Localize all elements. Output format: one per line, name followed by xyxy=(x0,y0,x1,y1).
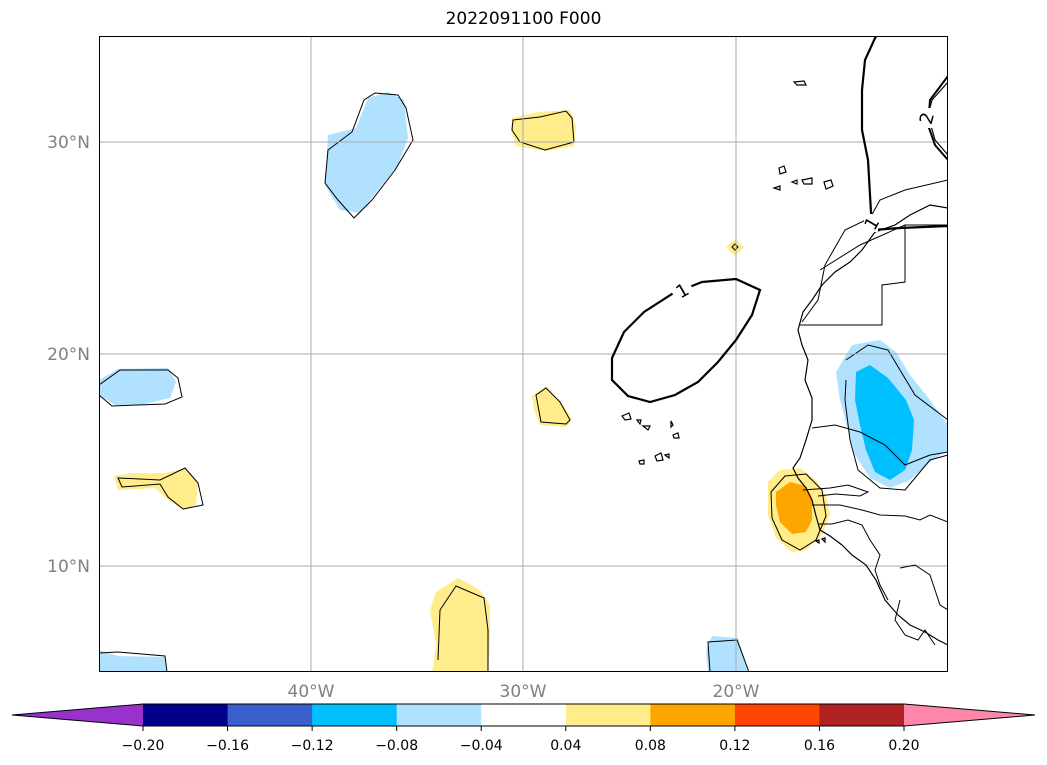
colorbar-over-extension xyxy=(904,704,1035,726)
positive-anomaly-region xyxy=(532,386,572,427)
colorbar-segment xyxy=(481,704,567,726)
island xyxy=(621,412,632,421)
anomaly-outline xyxy=(770,473,827,551)
colorbar-segment xyxy=(312,704,398,726)
negative-anomaly-region xyxy=(99,368,176,405)
map-frame xyxy=(99,36,948,672)
colorbar-tick-label: 0.04 xyxy=(550,738,581,754)
anomaly-outline xyxy=(117,467,204,510)
anomaly-outline xyxy=(535,387,571,425)
country-border xyxy=(800,179,948,646)
island xyxy=(790,179,798,185)
island xyxy=(670,420,674,429)
colorbar-segment xyxy=(734,704,820,726)
lat-label-30n: 30°N xyxy=(47,133,90,153)
colorbar-tick-label: −0.12 xyxy=(291,738,334,754)
positive-anomaly-region xyxy=(511,110,576,151)
anomaly-outlines xyxy=(99,92,948,672)
colorbar-segment xyxy=(396,704,482,726)
anomaly-outline xyxy=(844,344,948,491)
anomaly-outline xyxy=(324,92,414,219)
island xyxy=(823,179,834,190)
positive-anomaly-region xyxy=(430,578,490,672)
island xyxy=(635,419,642,426)
strong-positive-anomaly-region xyxy=(776,482,812,534)
island xyxy=(772,185,781,191)
anomaly-outline xyxy=(99,651,168,672)
colorbar-tick-label: −0.16 xyxy=(206,738,249,754)
lon-label-40w: 40°W xyxy=(288,682,335,702)
map-title: 2022091100 F000 xyxy=(445,9,602,29)
contour-1-closed xyxy=(610,277,762,404)
island xyxy=(814,537,826,545)
colorbar-tick-label: 0.16 xyxy=(804,738,835,754)
colorbar-tick-label: −0.20 xyxy=(122,738,165,754)
colorbar-tick-label: 0.12 xyxy=(719,738,750,754)
colorbar-tick-label: 0.08 xyxy=(635,738,666,754)
colorbar-segment xyxy=(143,704,229,726)
lat-label-20n: 20°N xyxy=(47,345,90,365)
anomaly-outline xyxy=(99,369,183,407)
island xyxy=(672,432,680,439)
island xyxy=(801,177,813,185)
island xyxy=(778,165,787,175)
anomaly-outline xyxy=(731,243,739,251)
contour-label-bg xyxy=(918,108,934,128)
colorbar-tick-label: −0.04 xyxy=(460,738,503,754)
island xyxy=(654,452,664,462)
colorbar-segment xyxy=(227,704,313,726)
negative-anomaly-region xyxy=(706,636,748,672)
negative-anomaly-region xyxy=(99,650,167,672)
colorbar-segment xyxy=(650,704,736,726)
gridlines xyxy=(99,36,948,672)
colorbar: −0.20 −0.16 −0.12 −0.08 −0.04 0.04 0.08 0.12 0.1… xyxy=(11,703,1036,754)
positive-anomaly-region xyxy=(726,239,744,256)
colorbar-segment xyxy=(819,704,905,726)
island xyxy=(792,80,807,86)
coastlines xyxy=(621,80,948,646)
shaded-regions xyxy=(99,92,948,672)
anomaly-outline xyxy=(437,585,489,672)
colorbar-tick-label: −0.08 xyxy=(375,738,418,754)
map-panel: 1 1 2 xyxy=(99,36,948,672)
anomaly-outline xyxy=(707,639,750,672)
lon-label-20w: 20°W xyxy=(713,682,760,702)
lat-label-10n: 10°N xyxy=(47,557,90,577)
contour-label-bg xyxy=(668,276,696,304)
colorbar-under-extension xyxy=(12,704,143,726)
contour-label-bg xyxy=(864,214,878,232)
lon-label-30w: 30°W xyxy=(500,682,547,702)
island xyxy=(641,425,651,431)
strong-negative-anomaly-region xyxy=(855,365,914,480)
contour-label: 2 xyxy=(916,110,939,126)
island xyxy=(638,459,645,465)
contour-line xyxy=(860,36,948,232)
colorbar-tick-label: 0.20 xyxy=(888,738,919,754)
colorbar-segment xyxy=(565,704,651,726)
negative-anomaly-region xyxy=(325,92,408,213)
island xyxy=(663,453,670,460)
